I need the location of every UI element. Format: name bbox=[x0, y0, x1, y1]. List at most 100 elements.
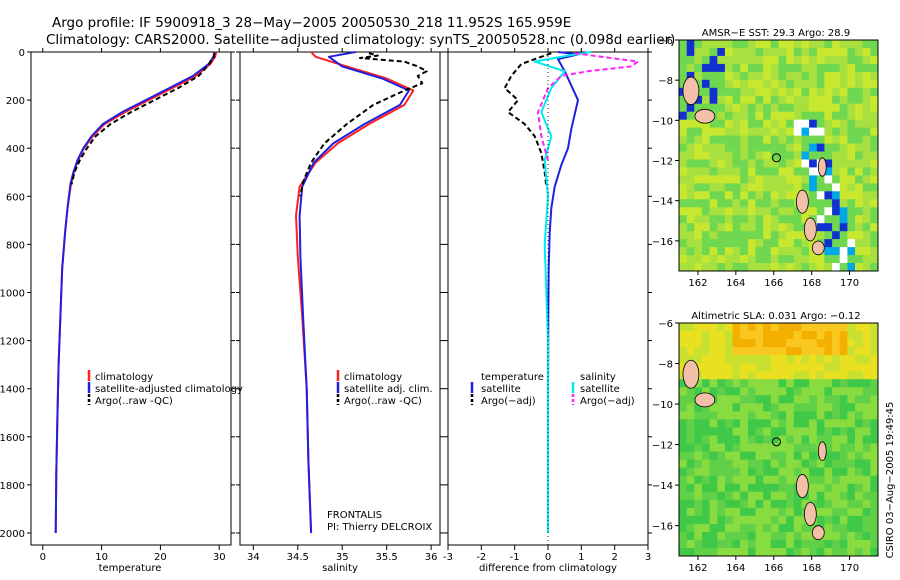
map-cell bbox=[755, 339, 764, 348]
map-cell bbox=[679, 239, 688, 248]
map-cell bbox=[862, 95, 871, 105]
map-cell bbox=[862, 483, 871, 493]
map-cell bbox=[801, 395, 810, 404]
map-cell bbox=[862, 347, 871, 356]
map-cell bbox=[839, 199, 848, 208]
map-cell bbox=[793, 127, 802, 137]
map-cell bbox=[702, 48, 711, 57]
map-cell bbox=[786, 531, 795, 541]
map-cell bbox=[855, 323, 864, 332]
map-cell bbox=[717, 451, 726, 461]
map-cell bbox=[793, 548, 802, 557]
map-cell bbox=[816, 143, 825, 153]
map-cell bbox=[702, 339, 711, 348]
map-cell bbox=[839, 127, 848, 137]
map-cell bbox=[755, 403, 764, 412]
map-cell bbox=[702, 71, 711, 81]
map-cell bbox=[732, 379, 741, 388]
map-cell bbox=[862, 467, 871, 477]
map-cell bbox=[862, 223, 871, 232]
map-cell bbox=[793, 427, 802, 436]
map-cell bbox=[862, 159, 871, 168]
map-cell bbox=[679, 347, 688, 356]
map-cell bbox=[763, 355, 772, 364]
series-line bbox=[298, 51, 410, 534]
map-cell bbox=[855, 167, 864, 176]
map-cell bbox=[702, 515, 711, 525]
map-cell bbox=[862, 419, 871, 428]
map-cell bbox=[809, 167, 818, 176]
map-cell bbox=[786, 95, 795, 105]
map-cell bbox=[702, 371, 711, 380]
map-cell bbox=[870, 363, 879, 372]
map-cell bbox=[724, 451, 734, 461]
map-cell bbox=[862, 491, 871, 501]
map-cell bbox=[755, 419, 764, 428]
map-cell bbox=[694, 523, 703, 533]
map-cell bbox=[816, 87, 825, 97]
map-cell bbox=[740, 531, 749, 541]
map-cell bbox=[786, 483, 795, 493]
map-cell bbox=[847, 223, 856, 232]
map-cell bbox=[862, 263, 871, 272]
map-cell bbox=[740, 199, 749, 208]
map-cell bbox=[793, 40, 802, 49]
map-cell bbox=[770, 539, 779, 549]
map-cell bbox=[709, 159, 718, 168]
map-cell bbox=[870, 95, 879, 105]
map-cell bbox=[786, 239, 795, 248]
map-cell bbox=[778, 515, 787, 525]
map-cell bbox=[702, 55, 711, 65]
map-cell bbox=[801, 135, 810, 145]
map-cell bbox=[694, 79, 703, 89]
map-cell bbox=[732, 143, 741, 153]
map-cell bbox=[717, 151, 726, 160]
map-cell bbox=[686, 183, 695, 192]
map-cell bbox=[755, 95, 764, 105]
map-cell bbox=[778, 143, 787, 153]
map-cell bbox=[724, 443, 734, 452]
island-shape bbox=[796, 474, 809, 499]
map-cell bbox=[801, 119, 810, 129]
map-cell bbox=[717, 231, 726, 240]
map-cell bbox=[770, 215, 779, 224]
map-cell bbox=[686, 127, 695, 137]
map-cell bbox=[870, 531, 879, 541]
map-cell bbox=[809, 491, 818, 501]
map-cell bbox=[724, 331, 734, 340]
map-cell bbox=[809, 427, 818, 436]
map-cell bbox=[755, 427, 764, 436]
map-cell bbox=[747, 263, 757, 272]
map-cell bbox=[824, 523, 833, 533]
map-cell bbox=[824, 127, 833, 137]
map-cell bbox=[870, 111, 879, 121]
map-cell bbox=[824, 548, 833, 557]
map-cell bbox=[870, 159, 879, 168]
map-cell bbox=[732, 71, 741, 81]
map-cell bbox=[824, 55, 833, 65]
map-cell bbox=[686, 215, 695, 224]
map-cell bbox=[747, 143, 757, 153]
map-cell bbox=[694, 323, 703, 332]
map-cell bbox=[855, 263, 864, 272]
map-cell bbox=[679, 395, 688, 404]
map-cell bbox=[786, 499, 795, 509]
map-cell bbox=[732, 387, 741, 396]
map-cell bbox=[870, 103, 879, 113]
map-cell bbox=[717, 127, 726, 137]
map-cell bbox=[755, 167, 764, 176]
map-cell bbox=[839, 451, 848, 461]
map-cell bbox=[793, 159, 802, 168]
map-cell bbox=[770, 63, 779, 73]
map-cell bbox=[855, 127, 864, 137]
map-cell bbox=[832, 63, 841, 73]
map-cell bbox=[786, 111, 795, 121]
legend-label-satellite-adjusted: satellite-adjusted climatology bbox=[95, 384, 243, 395]
map-cell bbox=[724, 475, 734, 485]
map-x-tick-label: 168 bbox=[802, 563, 821, 574]
map-cell bbox=[809, 255, 818, 264]
map-cell bbox=[724, 111, 734, 121]
map-cell bbox=[732, 363, 741, 372]
map-cell bbox=[786, 247, 795, 256]
legend-label-sal-satellite: satellite bbox=[580, 384, 620, 395]
